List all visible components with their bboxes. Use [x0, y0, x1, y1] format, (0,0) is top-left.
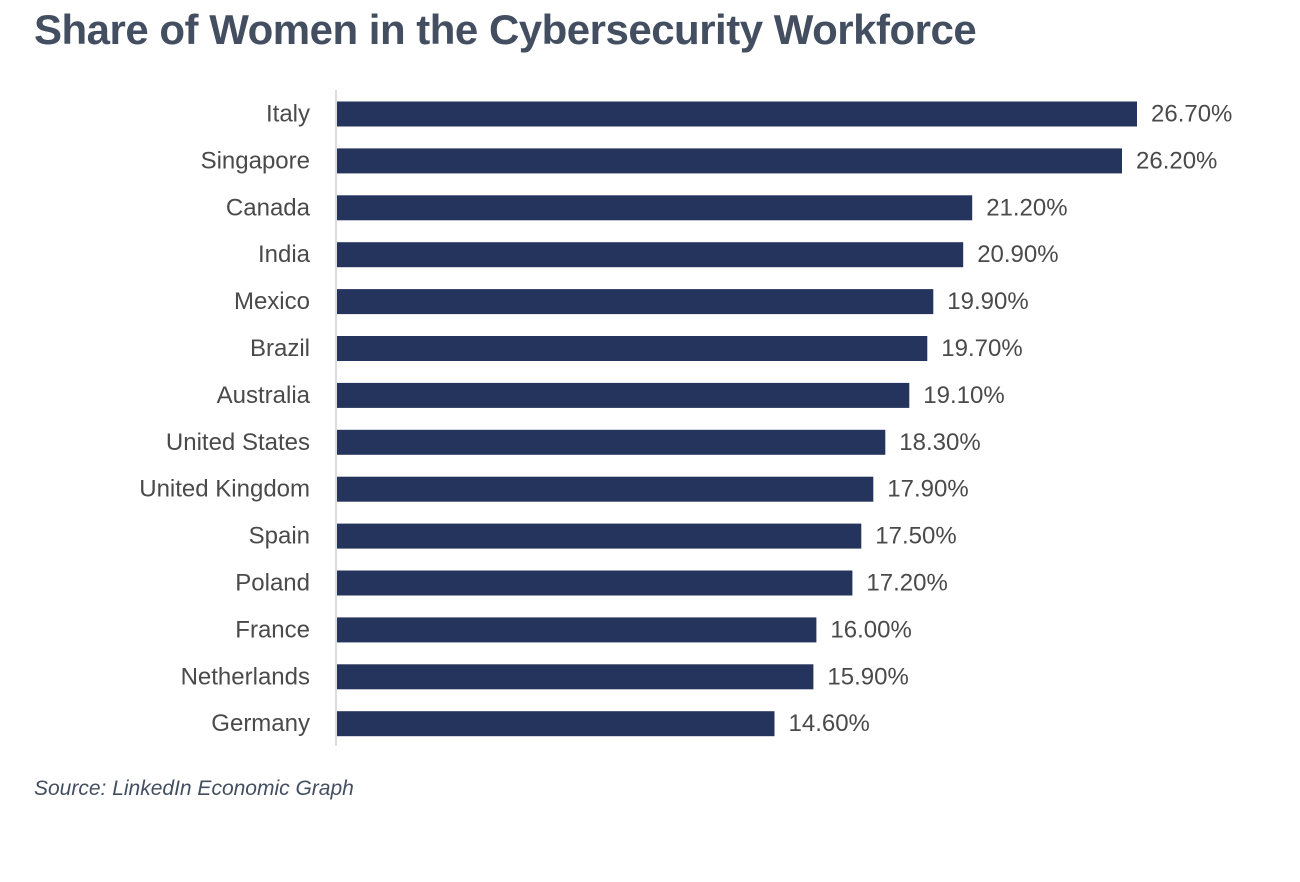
category-label: Spain	[249, 523, 310, 550]
value-label: 15.90%	[827, 663, 908, 690]
category-label: Italy	[266, 101, 310, 128]
bar	[337, 523, 862, 549]
category-label: United States	[166, 429, 310, 456]
category-label: United Kingdom	[139, 476, 310, 503]
value-label: 19.90%	[947, 288, 1028, 315]
bar	[337, 570, 853, 596]
value-label: 16.00%	[830, 616, 911, 643]
value-label: 17.50%	[875, 523, 956, 550]
bar	[337, 711, 775, 737]
chart-title: Share of Women in the Cybersecurity Work…	[34, 6, 977, 53]
value-label: 17.20%	[866, 570, 947, 597]
category-label: Brazil	[250, 335, 310, 362]
bar	[337, 476, 874, 502]
bar	[337, 242, 964, 268]
value-label: 19.10%	[923, 382, 1004, 409]
value-label: 18.30%	[899, 429, 980, 456]
bar	[337, 336, 928, 361]
bar	[337, 148, 1122, 174]
value-label: 26.20%	[1136, 147, 1217, 174]
category-label: Netherlands	[181, 663, 310, 690]
category-label: Poland	[235, 570, 310, 597]
bar	[337, 101, 1137, 127]
source-note: Source: LinkedIn Economic Graph	[34, 777, 354, 800]
value-label: 20.90%	[977, 241, 1058, 268]
category-label: Germany	[211, 710, 310, 737]
bar	[337, 195, 973, 221]
bar	[337, 382, 910, 408]
value-label: 26.70%	[1151, 101, 1232, 128]
category-label: Singapore	[201, 147, 310, 174]
bar	[337, 664, 814, 690]
bar	[337, 617, 817, 643]
value-label: 14.60%	[789, 710, 870, 737]
category-label: Canada	[226, 194, 311, 221]
category-label: India	[258, 241, 311, 268]
category-label: Mexico	[234, 288, 310, 315]
bar	[337, 429, 886, 455]
value-label: 21.20%	[986, 194, 1067, 221]
category-label: Australia	[217, 382, 311, 409]
category-label: France	[235, 616, 310, 643]
value-label: 17.90%	[887, 476, 968, 503]
bar	[337, 289, 934, 315]
value-label: 19.70%	[941, 335, 1022, 362]
